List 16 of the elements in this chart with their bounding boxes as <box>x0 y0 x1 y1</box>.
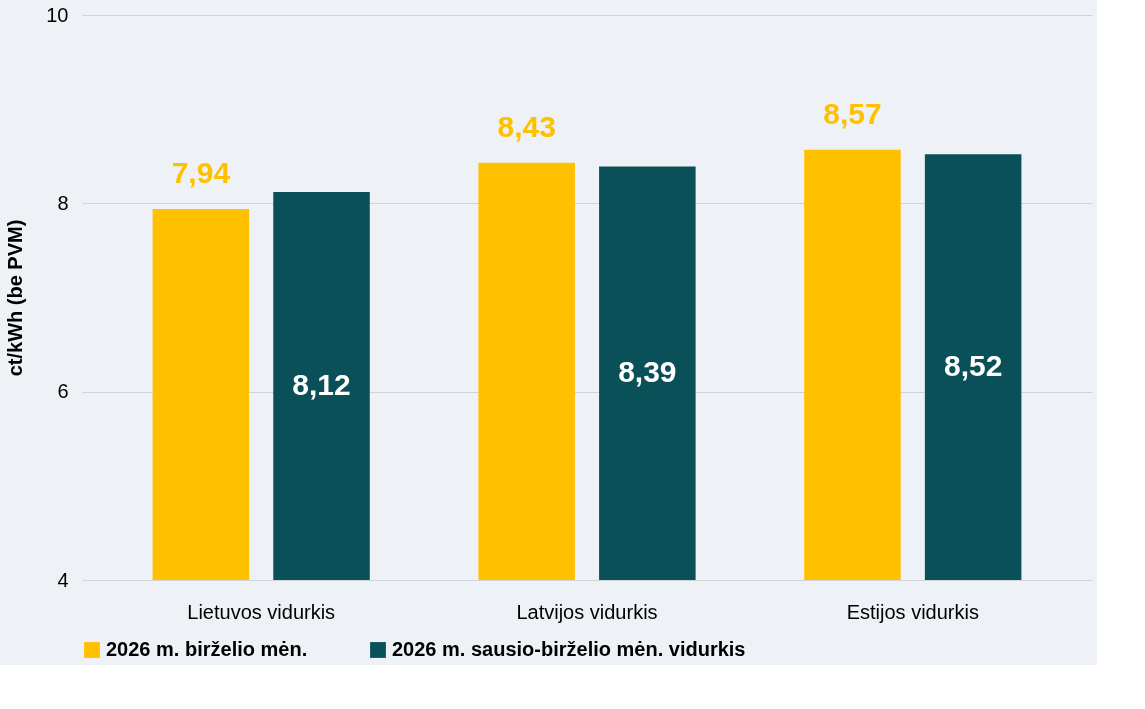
y-axis-title: ct/kWh (be PVM) <box>4 219 27 377</box>
y-tick-label: 6 <box>57 380 69 403</box>
data-label: 8,12 <box>292 368 351 402</box>
data-label: 8,52 <box>943 349 1003 383</box>
legend-label: 2026 m. birželio mėn. <box>106 638 308 660</box>
y-tick-label: 4 <box>57 568 69 591</box>
data-label: 7,94 <box>171 155 231 189</box>
x-tick-label: Lietuvos vidurkis <box>187 600 336 623</box>
x-tick-label: Estijos vidurkis <box>846 600 979 623</box>
y-tick-label: 10 <box>46 3 69 26</box>
data-label: 8,43 <box>497 109 556 143</box>
x-tick-label: Latvijos vidurkis <box>516 600 658 623</box>
data-label: 8,39 <box>618 355 677 389</box>
data-label: 8,57 <box>823 96 882 130</box>
y-tick-label: 8 <box>57 191 69 214</box>
legend-label: 2026 m. sausio-birželio mėn. vidurkis <box>392 638 746 660</box>
